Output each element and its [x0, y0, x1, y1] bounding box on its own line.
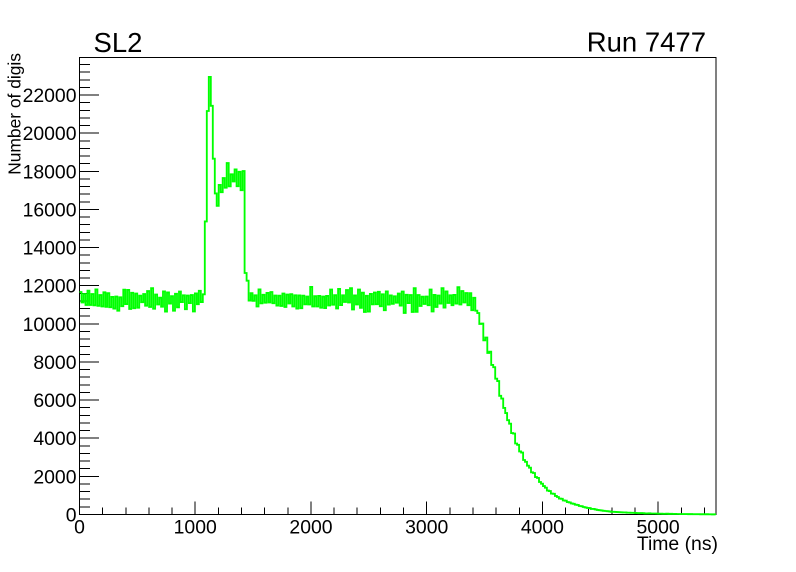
svg-text:3000: 3000 — [405, 517, 448, 539]
svg-text:4000: 4000 — [33, 428, 76, 450]
svg-text:18000: 18000 — [23, 161, 77, 183]
svg-text:2000: 2000 — [289, 517, 332, 539]
svg-text:5000: 5000 — [637, 517, 680, 539]
svg-text:SL2: SL2 — [94, 27, 143, 58]
svg-text:2000: 2000 — [33, 466, 76, 488]
svg-text:6000: 6000 — [33, 390, 76, 412]
svg-text:10000: 10000 — [23, 314, 77, 336]
svg-text:Time (ns): Time (ns) — [637, 533, 718, 555]
svg-text:8000: 8000 — [33, 352, 76, 374]
svg-text:22000: 22000 — [23, 85, 77, 107]
svg-text:4000: 4000 — [521, 517, 564, 539]
svg-text:0: 0 — [66, 505, 77, 527]
svg-text:Number of digis: Number of digis — [5, 53, 25, 175]
svg-text:0: 0 — [74, 517, 85, 539]
svg-text:20000: 20000 — [23, 123, 77, 145]
svg-text:12000: 12000 — [23, 276, 77, 298]
svg-text:14000: 14000 — [23, 238, 77, 260]
svg-text:1000: 1000 — [174, 517, 217, 539]
svg-text:16000: 16000 — [23, 200, 77, 222]
svg-text:Run 7477: Run 7477 — [587, 27, 706, 58]
